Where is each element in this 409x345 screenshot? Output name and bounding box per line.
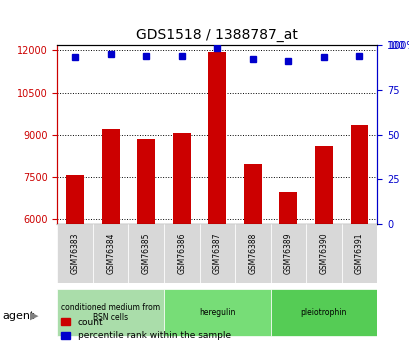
Bar	[137, 139, 155, 224]
FancyBboxPatch shape	[164, 224, 199, 283]
FancyBboxPatch shape	[93, 224, 128, 283]
Bar	[101, 129, 119, 224]
Y-axis label: 100%: 100%	[388, 41, 409, 51]
Text: GSM76385: GSM76385	[142, 233, 151, 274]
Text: pleiotrophin: pleiotrophin	[300, 308, 346, 317]
FancyBboxPatch shape	[341, 224, 376, 283]
Text: GSM76384: GSM76384	[106, 233, 115, 274]
Text: heregulin: heregulin	[199, 308, 235, 317]
Text: agent: agent	[2, 311, 34, 321]
Text: GSM76391: GSM76391	[354, 233, 363, 274]
FancyBboxPatch shape	[128, 224, 164, 283]
Text: GSM76386: GSM76386	[177, 233, 186, 274]
Text: GSM76387: GSM76387	[212, 233, 221, 274]
Bar	[350, 125, 367, 224]
Text: conditioned medium from
BSN cells: conditioned medium from BSN cells	[61, 303, 160, 322]
FancyBboxPatch shape	[234, 224, 270, 283]
Bar	[243, 164, 261, 224]
FancyBboxPatch shape	[199, 224, 234, 283]
Bar	[173, 133, 190, 224]
Bar	[314, 146, 332, 224]
FancyBboxPatch shape	[164, 289, 270, 335]
Text: GSM76390: GSM76390	[319, 233, 328, 274]
Title: GDS1518 / 1388787_at: GDS1518 / 1388787_at	[136, 28, 297, 42]
Legend: count, percentile rank within the sample: count, percentile rank within the sample	[58, 314, 234, 344]
Text: GSM76388: GSM76388	[248, 233, 257, 274]
FancyBboxPatch shape	[57, 289, 164, 335]
FancyBboxPatch shape	[57, 224, 93, 283]
Text: GSM76383: GSM76383	[70, 233, 79, 274]
Text: GSM76389: GSM76389	[283, 233, 292, 274]
FancyBboxPatch shape	[270, 289, 376, 335]
FancyBboxPatch shape	[270, 224, 306, 283]
FancyBboxPatch shape	[306, 224, 341, 283]
Text: ▶: ▶	[29, 311, 38, 321]
Bar	[66, 175, 84, 224]
Bar	[208, 52, 226, 224]
Bar	[279, 192, 297, 224]
